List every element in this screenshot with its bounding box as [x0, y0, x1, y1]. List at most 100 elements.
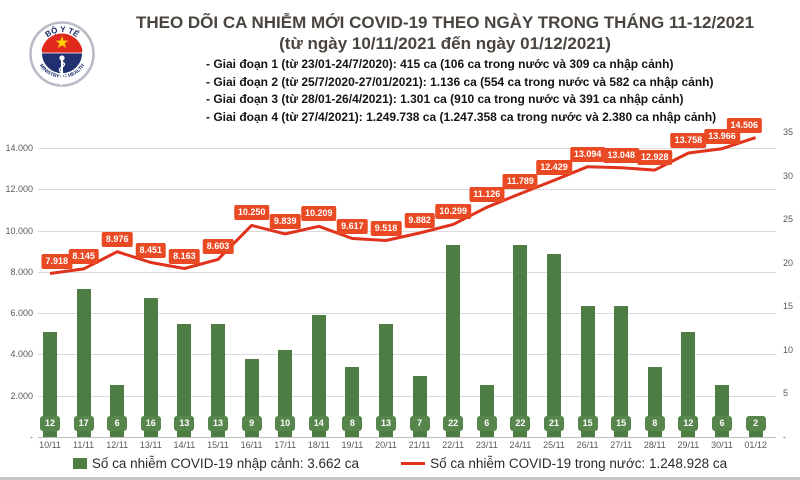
x-axis-date-tick: 27/11	[610, 440, 633, 450]
major-gridline	[38, 313, 776, 315]
domestic-cases-value-label: 9.839	[269, 213, 301, 229]
left-axis-tick: 10.000	[5, 225, 33, 236]
x-axis-date-tick: 14/11	[173, 440, 196, 450]
domestic-cases-value-label: 8.163	[169, 248, 200, 264]
right-axis-tick: -	[783, 432, 786, 442]
green-bar-swatch-icon	[72, 457, 87, 469]
imported-cases-bar[interactable]	[580, 306, 595, 437]
x-axis-date-tick: 01/12	[744, 440, 767, 450]
domestic-cases-value-label: 13.758	[670, 133, 707, 148]
imported-cases-bar[interactable]	[43, 332, 57, 437]
left-axis-tick: 6.000	[10, 308, 33, 319]
domestic-cases-value-label: 11.126	[469, 187, 505, 203]
imported-cases-value-label: 15	[577, 416, 598, 431]
logo-staff-snake-icon	[58, 55, 66, 86]
x-axis-date-tick: 19/11	[341, 440, 364, 450]
imported-cases-bar[interactable]	[681, 332, 696, 437]
imported-cases-value-label: 17	[73, 416, 94, 431]
imported-cases-bar[interactable]	[76, 288, 91, 437]
x-axis-date-tick: 10/11	[39, 440, 61, 450]
x-axis-date-tick: 30/11	[711, 440, 733, 450]
imported-cases-value-label: 9	[241, 416, 262, 431]
x-axis-date-tick: 17/11	[274, 440, 297, 450]
major-gridline	[38, 395, 776, 397]
domestic-cases-value-label: 8.451	[135, 242, 167, 258]
x-axis-date-tick: 26/11	[576, 440, 599, 450]
x-axis-date-tick: 21/11	[408, 440, 431, 450]
right-axis-tick: 5	[783, 388, 789, 399]
right-axis-tick: 10	[783, 344, 794, 355]
domestic-cases-value-label: 9.617	[337, 218, 368, 234]
bottom-edge-strip	[0, 477, 800, 480]
phase-summary-block: - Giai đoạn 1 (từ 23/01-24/7/2020): 415 …	[206, 56, 716, 126]
domestic-cases-value-label: 12.928	[637, 150, 673, 166]
x-axis-date-tick: 24/11	[509, 440, 532, 450]
domestic-cases-value-label: 11.789	[502, 173, 538, 189]
right-axis-tick: 15	[783, 301, 794, 312]
chart-legend: Số ca nhiễm COVID-19 nhập cảnh: 3.662 ca…	[0, 453, 800, 473]
x-axis-line	[38, 437, 776, 438]
imported-cases-value-label: 12	[678, 416, 699, 431]
left-axis-tick: 12.000	[5, 184, 33, 195]
legend-imported-label: Số ca nhiễm COVID-19 nhập cảnh: 3.662 ca	[91, 455, 360, 471]
phase-line-3: - Giai đoạn 3 (từ 28/01-26/4/2021): 1.30…	[206, 92, 684, 106]
x-axis-date-tick: 22/11	[442, 440, 465, 450]
major-gridline	[38, 189, 776, 191]
imported-cases-bar[interactable]	[311, 315, 326, 437]
imported-cases-value-label: 22	[443, 416, 464, 431]
x-axis-date-tick: 23/11	[475, 440, 498, 450]
x-axis-date-tick: 12/11	[106, 440, 129, 450]
right-axis-tick: 35	[783, 127, 794, 137]
phase-line-2: - Giai đoạn 2 (từ 25/7/2020-27/01/2021):…	[206, 74, 714, 89]
phase-line-4: - Giai đoạn 4 (từ 27/4/2021): 1.249.738 …	[206, 109, 717, 124]
right-axis-tick: 30	[783, 170, 794, 181]
imported-cases-bar[interactable]	[143, 297, 158, 437]
imported-cases-value-label: 8	[644, 416, 665, 431]
domestic-cases-value-label: 7.918	[41, 253, 72, 269]
imported-cases-value-label: 13	[208, 416, 228, 431]
left-axis-tick: 8.000	[10, 266, 33, 277]
domestic-cases-value-label: 12.429	[536, 160, 572, 176]
left-axis-tick: -	[30, 432, 33, 442]
imported-cases-value-label: 14	[308, 416, 329, 431]
imported-cases-value-label: 7	[409, 416, 430, 431]
imported-cases-value-label: 22	[510, 416, 531, 431]
imported-cases-value-label: 13	[376, 416, 396, 431]
imported-cases-bar[interactable]	[211, 323, 225, 437]
chart-title: THEO DÕI CA NHIỄM MỚI COVID-19 THEO NGÀY…	[135, 13, 755, 32]
domestic-cases-value-label: 10.250	[233, 205, 270, 221]
imported-cases-value-label: 16	[140, 416, 161, 431]
major-gridline	[38, 148, 776, 149]
domestic-cases-value-label: 9.882	[404, 213, 435, 228]
domestic-cases-value-label: 9.518	[370, 220, 402, 236]
x-axis-date-tick: 18/11	[307, 440, 330, 450]
imported-cases-bar[interactable]	[446, 245, 461, 437]
imported-cases-bar[interactable]	[547, 254, 561, 437]
x-axis-date-tick: 25/11	[543, 440, 565, 450]
chart-subtitle: (từ ngày 10/11/2021 đến ngày 01/12/2021)	[279, 34, 611, 53]
domestic-cases-value-label: 13.048	[603, 147, 639, 163]
x-axis-date-tick: 15/11	[207, 440, 229, 450]
x-axis-date-tick: 20/11	[375, 440, 397, 450]
logo-star	[55, 36, 69, 48]
legend-item-imported: Số ca nhiễm COVID-19 nhập cảnh: 3.662 ca	[72, 455, 360, 471]
imported-cases-value-label: 2	[745, 416, 766, 431]
left-axis-tick: 2.000	[10, 390, 33, 401]
imported-cases-bar[interactable]	[379, 323, 393, 437]
major-gridline	[38, 271, 776, 273]
x-axis-date-tick: 16/11	[240, 440, 263, 450]
domestic-cases-value-label: 8.603	[202, 239, 234, 255]
imported-cases-bar[interactable]	[614, 306, 629, 437]
major-gridline	[38, 354, 776, 356]
domestic-cases-value-label: 13.094	[569, 146, 606, 162]
imported-cases-bar[interactable]	[177, 323, 192, 437]
ministry-of-health-logo: BỘ Y TẾ MINISTRY OF HEALTH	[29, 21, 95, 87]
domestic-cases-value-label: 14.506	[726, 117, 762, 133]
left-axis-tick: 4.000	[10, 349, 33, 360]
domestic-cases-value-label: 8.976	[101, 231, 133, 247]
imported-cases-bar[interactable]	[513, 245, 528, 437]
domestic-cases-value-label: 10.299	[435, 204, 471, 220]
imported-cases-bar[interactable]	[278, 349, 293, 437]
imported-cases-value-label: 15	[611, 416, 632, 431]
imported-cases-value-label: 13	[174, 416, 195, 431]
